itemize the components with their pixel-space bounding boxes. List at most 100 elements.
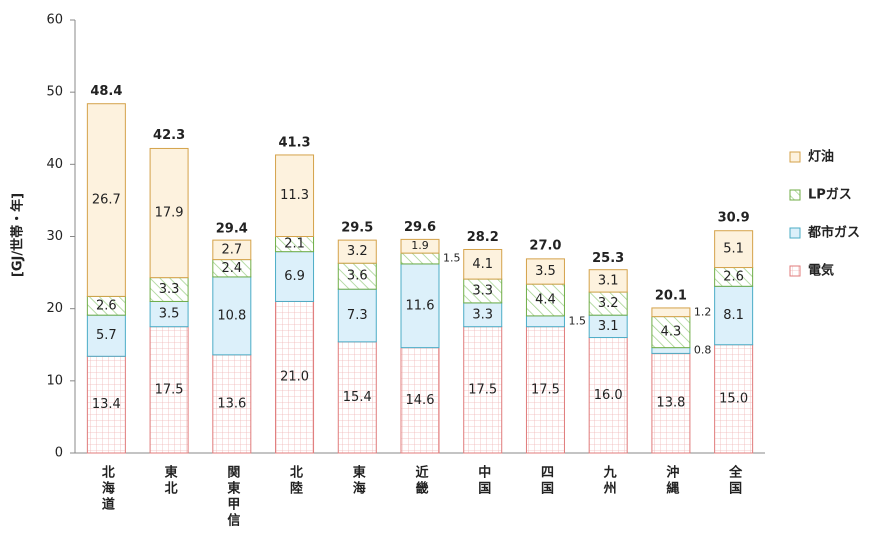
total-label: 27.0 — [529, 239, 561, 254]
data-label: 1.5 — [568, 314, 586, 327]
y-tick-label: 40 — [46, 157, 63, 172]
bar-segment — [86, 103, 126, 297]
bar-segment — [149, 147, 189, 279]
data-label: 13.4 — [92, 397, 121, 412]
total-label: 41.3 — [279, 135, 311, 150]
x-tick-label: 関東甲信 — [224, 465, 240, 529]
data-label: 8.1 — [723, 308, 744, 323]
data-label: 2.4 — [221, 261, 242, 276]
data-label: 3.3 — [472, 307, 493, 322]
x-tick-label: 四国 — [538, 465, 554, 497]
y-tick-label: 10 — [46, 373, 63, 388]
x-tick-label: 中国 — [475, 464, 491, 497]
bar-segment — [714, 230, 754, 269]
x-tick-label: 北海道 — [99, 465, 115, 513]
data-label: 17.5 — [531, 382, 560, 397]
y-tick-label: 30 — [46, 229, 63, 244]
bar-segment — [588, 269, 628, 293]
bar-segment — [651, 352, 691, 454]
y-tick-label: 20 — [46, 301, 63, 316]
bar-segment — [525, 258, 565, 285]
legend-swatch — [789, 227, 801, 239]
data-label: 10.8 — [217, 308, 246, 323]
data-label: 13.8 — [656, 396, 685, 411]
data-label: 5.7 — [96, 328, 117, 343]
x-tick-label: 北陸 — [287, 465, 303, 497]
data-label: 21.0 — [280, 370, 309, 385]
x-tick-label: 東北 — [162, 464, 178, 497]
total-label: 28.2 — [467, 230, 499, 245]
data-label: 3.6 — [347, 269, 368, 284]
data-label: 3.3 — [159, 282, 180, 297]
bar-segment — [337, 341, 377, 454]
bar-segment — [525, 326, 565, 454]
bar-segment — [400, 252, 440, 265]
bar-segment — [400, 347, 440, 454]
total-label: 29.4 — [216, 221, 248, 236]
bar-segment — [400, 238, 440, 254]
data-label: 13.6 — [217, 396, 246, 411]
total-label: 42.3 — [153, 128, 185, 143]
bar-segment — [212, 239, 252, 261]
x-tick-label: 東海 — [350, 464, 366, 497]
bar-segment — [212, 276, 252, 356]
data-label: 17.5 — [155, 382, 184, 397]
bar-segment — [337, 288, 377, 343]
data-label: 11.6 — [406, 298, 435, 313]
y-tick-label: 0 — [55, 446, 63, 461]
data-label: 3.2 — [347, 244, 368, 259]
total-label: 29.6 — [404, 220, 436, 235]
data-label: 1.9 — [411, 239, 429, 252]
data-label: 4.1 — [472, 257, 493, 272]
x-tick-label: 全国 — [726, 464, 743, 497]
legend-label: 電気 — [808, 263, 834, 279]
data-label: 17.5 — [468, 382, 497, 397]
data-label: 3.1 — [598, 319, 619, 334]
data-label: 4.4 — [535, 293, 556, 308]
bar-segment — [337, 239, 377, 264]
bar-segment — [400, 263, 440, 349]
data-label: 2.1 — [284, 237, 305, 252]
bar-segment — [86, 314, 126, 357]
legend-swatch — [789, 265, 801, 277]
data-label: 15.0 — [719, 391, 748, 406]
data-label: 2.6 — [723, 269, 744, 284]
data-label: 1.2 — [694, 305, 712, 318]
bar-segment — [149, 300, 189, 328]
data-label: 1.5 — [443, 252, 461, 265]
data-label: 2.7 — [221, 242, 242, 257]
x-tick-label: 近畿 — [413, 464, 429, 497]
bar-segment — [714, 285, 754, 346]
y-tick-label: 50 — [46, 85, 63, 100]
bar-segment — [275, 154, 315, 237]
data-label: 16.0 — [594, 388, 623, 403]
data-label: 3.5 — [159, 307, 180, 322]
bar-segment — [525, 315, 565, 328]
data-label: 3.3 — [472, 283, 493, 298]
data-label: 11.3 — [280, 188, 309, 203]
data-label: 3.1 — [598, 273, 619, 288]
data-label: 3.5 — [535, 264, 556, 279]
bar-segment — [651, 347, 691, 354]
legend-label: 灯油 — [808, 149, 834, 165]
data-label: 17.9 — [155, 206, 184, 221]
data-label: 14.6 — [406, 393, 435, 408]
total-label: 25.3 — [592, 251, 624, 266]
x-tick-label: 九州 — [601, 465, 618, 497]
legend-swatch — [789, 189, 801, 201]
bar-segment — [525, 283, 565, 317]
total-label: 30.9 — [718, 211, 750, 226]
bar-segment — [651, 307, 691, 318]
data-label: 15.4 — [343, 390, 372, 405]
x-tick-label: 沖縄 — [663, 464, 679, 497]
data-label: 0.8 — [694, 344, 712, 357]
legend-label: 都市ガス — [807, 225, 860, 241]
legend-label: LPガス — [808, 188, 852, 203]
bar-segment — [714, 344, 754, 454]
total-label: 20.1 — [655, 288, 687, 303]
y-axis-label: [GJ/世帯・年] — [10, 193, 26, 277]
bar-segment — [275, 251, 315, 302]
data-label: 6.9 — [284, 269, 305, 284]
bar-segment — [86, 355, 126, 454]
